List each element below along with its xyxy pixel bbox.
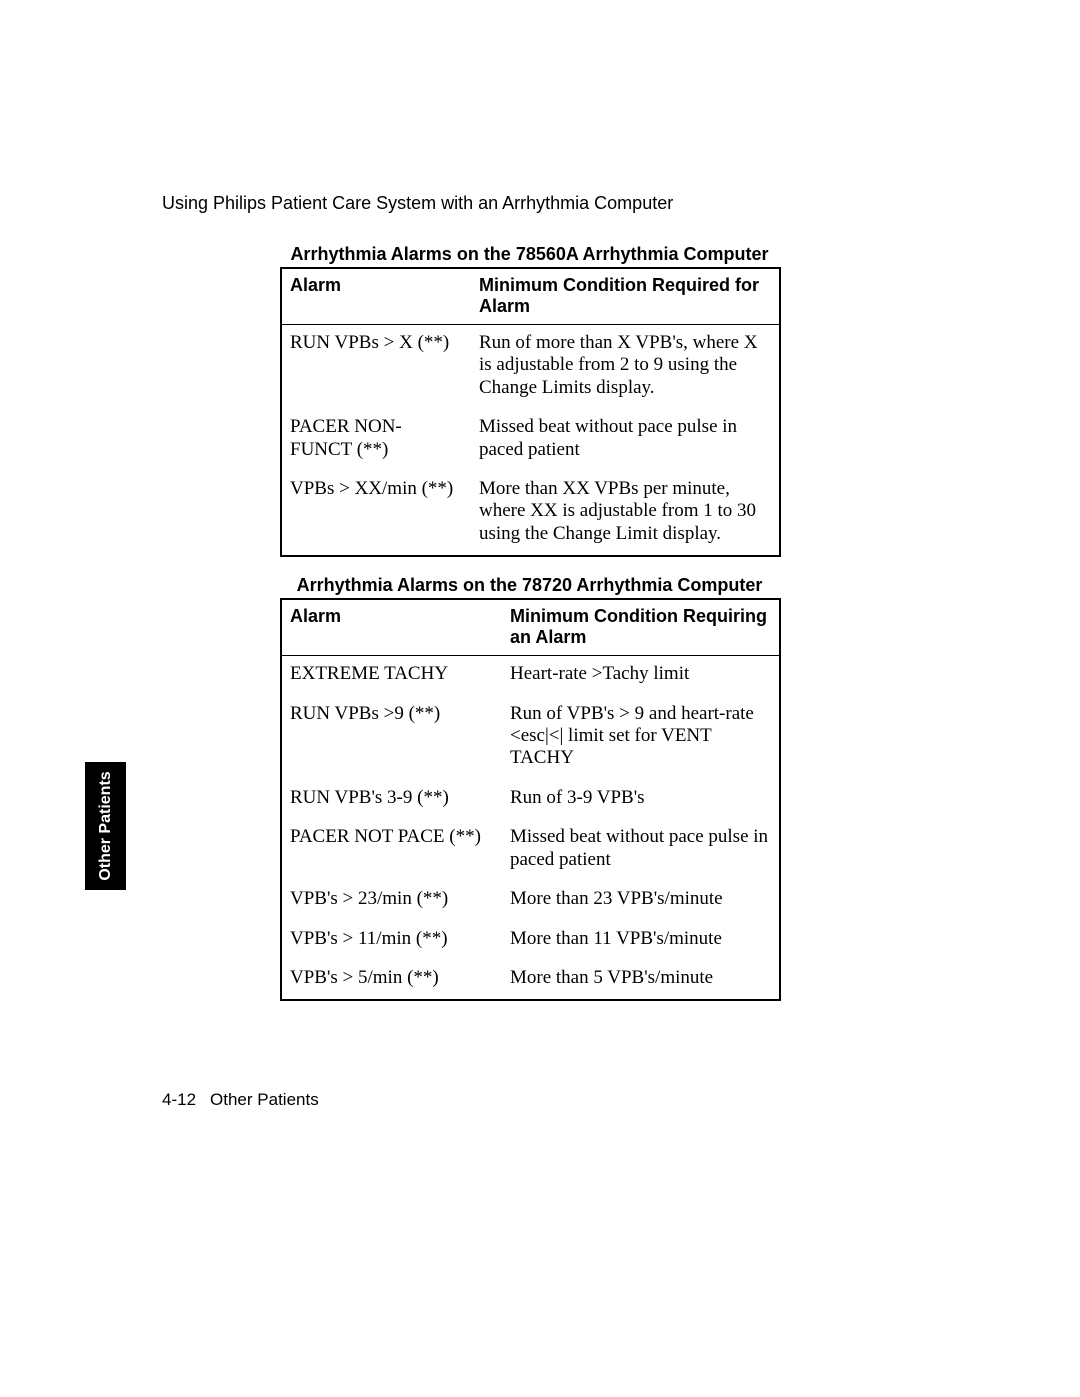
table-row: RUN VPB's 3-9 (**) Run of 3-9 VPB's — [281, 780, 780, 819]
cell: More than 23 VPB's/minute — [502, 881, 780, 920]
side-tab-label: Other Patients — [97, 771, 115, 880]
table2-col1-header: Minimum Condition Requiring an Alarm — [502, 599, 780, 656]
page: Using Philips Patient Care System with a… — [0, 0, 1080, 1397]
cell: More than 5 VPB's/minute — [502, 960, 780, 1000]
cell: VPB's > 5/min (**) — [281, 960, 502, 1000]
footer-section: Other Patients — [210, 1090, 319, 1109]
table1-header-row: Alarm Minimum Condition Required for Ala… — [281, 268, 780, 325]
cell: Run of more than X VPB's, where X is adj… — [471, 325, 780, 410]
table-row: VPBs > XX/min (**) More than XX VPBs per… — [281, 471, 780, 556]
table2-caption: Arrhythmia Alarms on the 78720 Arrhythmi… — [280, 575, 779, 596]
cell: More than XX VPBs per minute, where XX i… — [471, 471, 780, 556]
table2: Alarm Minimum Condition Requiring an Ala… — [280, 598, 781, 1001]
table-row: VPB's > 11/min (**) More than 11 VPB's/m… — [281, 921, 780, 960]
running-head: Using Philips Patient Care System with a… — [162, 193, 673, 214]
table1-caption: Arrhythmia Alarms on the 78560A Arrhythm… — [280, 244, 779, 265]
table1-col0-header: Alarm — [281, 268, 471, 325]
main-content: Arrhythmia Alarms on the 78560A Arrhythm… — [280, 244, 779, 1001]
table2-header-row: Alarm Minimum Condition Requiring an Ala… — [281, 599, 780, 656]
cell: Run of VPB's > 9 and heart-rate <esc|<| … — [502, 696, 780, 780]
side-tab: Other Patients — [85, 762, 126, 890]
cell: VPBs > XX/min (**) — [281, 471, 471, 556]
cell: RUN VPBs >9 (**) — [281, 696, 502, 780]
cell: VPB's > 11/min (**) — [281, 921, 502, 960]
cell: RUN VPB's 3-9 (**) — [281, 780, 502, 819]
cell: PACER NON-FUNCT (**) — [281, 409, 471, 471]
spacer — [280, 557, 779, 575]
cell: RUN VPBs > X (**) — [281, 325, 471, 410]
table1-col1-header: Minimum Condition Required for Alarm — [471, 268, 780, 325]
cell: Heart-rate >Tachy limit — [502, 656, 780, 696]
table-row: EXTREME TACHY Heart-rate >Tachy limit — [281, 656, 780, 696]
cell: More than 11 VPB's/minute — [502, 921, 780, 960]
table-row: VPB's > 23/min (**) More than 23 VPB's/m… — [281, 881, 780, 920]
page-number: 4-12 — [162, 1090, 196, 1109]
cell: Missed beat without pace pulse in paced … — [502, 819, 780, 881]
table-row: PACER NOT PACE (**) Missed beat without … — [281, 819, 780, 881]
table1: Alarm Minimum Condition Required for Ala… — [280, 267, 781, 557]
cell: PACER NOT PACE (**) — [281, 819, 502, 881]
cell: VPB's > 23/min (**) — [281, 881, 502, 920]
cell: Run of 3-9 VPB's — [502, 780, 780, 819]
cell: Missed beat without pace pulse in paced … — [471, 409, 780, 471]
cell: EXTREME TACHY — [281, 656, 502, 696]
table-row: VPB's > 5/min (**) More than 5 VPB's/min… — [281, 960, 780, 1000]
table-row: RUN VPBs >9 (**) Run of VPB's > 9 and he… — [281, 696, 780, 780]
table2-col0-header: Alarm — [281, 599, 502, 656]
table-row: RUN VPBs > X (**) Run of more than X VPB… — [281, 325, 780, 410]
page-footer: 4-12 Other Patients — [162, 1090, 319, 1110]
table-row: PACER NON-FUNCT (**) Missed beat without… — [281, 409, 780, 471]
